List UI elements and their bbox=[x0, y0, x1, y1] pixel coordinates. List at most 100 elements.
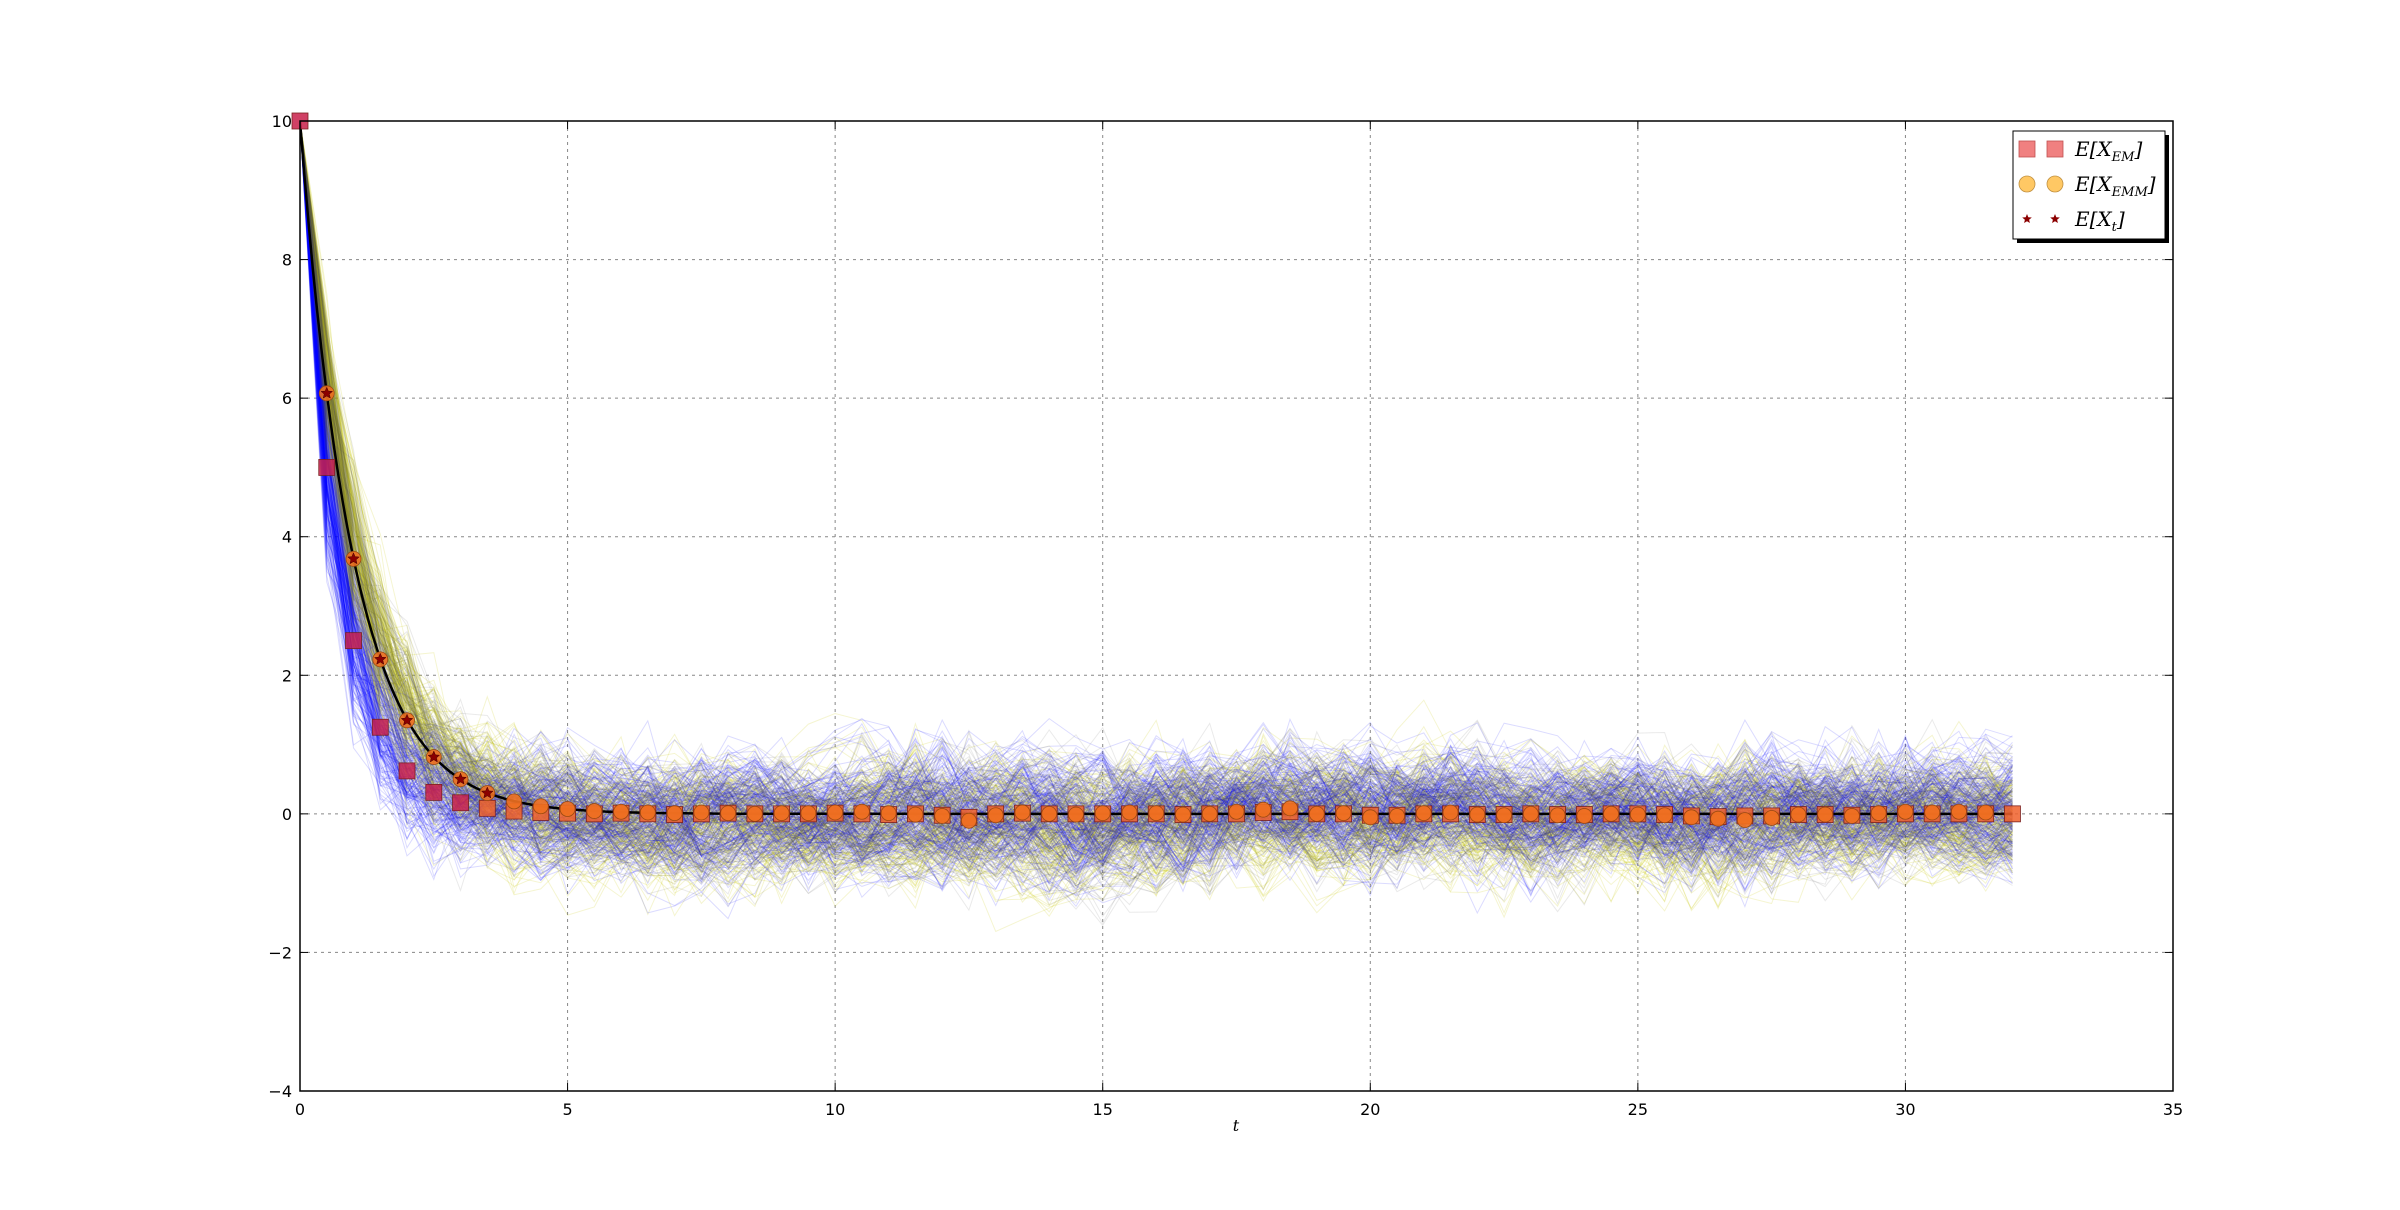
emm-sample-path bbox=[300, 121, 2013, 863]
em-sample-path bbox=[300, 121, 2013, 879]
emm-sample-path bbox=[300, 121, 2013, 875]
em-sample-path bbox=[300, 121, 2013, 907]
em-sample-path bbox=[300, 121, 2013, 887]
em-mean-marker bbox=[478, 799, 496, 817]
x-tick-label: 0 bbox=[295, 1100, 305, 1119]
emm-mean-marker bbox=[907, 806, 924, 823]
emm-sample-path bbox=[300, 121, 2013, 884]
emm-sample-path bbox=[300, 121, 2013, 890]
em-sample-path bbox=[300, 121, 2013, 904]
x-tick-label: 20 bbox=[1360, 1100, 1380, 1119]
emm-mean-marker bbox=[1790, 806, 1807, 823]
em-sample-path bbox=[300, 121, 2013, 877]
emm-sample-path bbox=[300, 121, 2013, 908]
emm-sample-path bbox=[300, 121, 2013, 874]
legend-star-icon bbox=[2050, 214, 2060, 223]
emm-mean-marker bbox=[693, 804, 710, 821]
overlap-sample-path bbox=[300, 121, 2013, 865]
em-sample-path bbox=[300, 121, 2013, 882]
emm-mean-marker bbox=[1308, 805, 1325, 822]
emm-sample-path bbox=[300, 121, 2013, 884]
exact-mean-marker bbox=[427, 750, 441, 763]
em-sample-path bbox=[300, 121, 2013, 872]
em-sample-path bbox=[300, 121, 2013, 870]
emm-sample-path bbox=[300, 121, 2013, 885]
em-sample-path bbox=[300, 121, 2013, 900]
overlap-sample-path bbox=[300, 121, 2013, 913]
emm-mean-marker bbox=[613, 803, 629, 820]
overlap-sample-path bbox=[300, 121, 2013, 875]
em-sample-path bbox=[300, 121, 2013, 885]
em-sample-path bbox=[300, 121, 2013, 886]
emm-sample-path bbox=[300, 121, 2013, 887]
em-sample-path bbox=[300, 121, 2013, 873]
overlap-sample-path bbox=[300, 121, 2013, 834]
emm-sample-path bbox=[300, 121, 2013, 893]
emm-mean-marker bbox=[987, 807, 1004, 824]
overlap-sample-path bbox=[300, 121, 2013, 882]
em-sample-path bbox=[300, 121, 2013, 859]
overlap-sample-path bbox=[300, 121, 2013, 876]
emm-mean-marker bbox=[1282, 800, 1298, 817]
em-sample-path bbox=[300, 121, 2013, 833]
emm-mean-marker bbox=[827, 804, 844, 821]
emm-mean-marker bbox=[1870, 805, 1887, 822]
emm-sample-path bbox=[300, 121, 2013, 916]
overlap-sample-path bbox=[300, 121, 2013, 896]
x-axis-label: t bbox=[1233, 1116, 1240, 1135]
em-sample-path bbox=[300, 121, 2013, 890]
em-sample-path bbox=[300, 121, 2013, 820]
em-sample-path bbox=[300, 121, 2013, 890]
em-sample-path bbox=[300, 121, 2013, 895]
emm-mean-marker bbox=[1442, 804, 1459, 821]
overlap-sample-path bbox=[300, 121, 2013, 858]
emm-mean-marker bbox=[1068, 806, 1084, 823]
em-sample-path bbox=[300, 121, 2013, 883]
em-sample-path bbox=[300, 121, 2013, 863]
em-sample-path bbox=[300, 121, 2013, 885]
y-tick-label: 0 bbox=[282, 805, 292, 824]
overlap-sample-path bbox=[300, 121, 2013, 844]
em-sample-path bbox=[300, 121, 2013, 872]
emm-sample-path bbox=[300, 121, 2013, 914]
emm-mean-marker bbox=[1629, 806, 1646, 823]
overlap-sample-path bbox=[300, 121, 2013, 901]
overlap-sample-path bbox=[300, 121, 2013, 876]
em-sample-path bbox=[300, 121, 2013, 899]
emm-sample-path bbox=[300, 121, 2013, 856]
em-sample-path bbox=[300, 121, 2013, 856]
emm-sample-path bbox=[300, 121, 2013, 885]
emm-sample-path bbox=[300, 121, 2013, 898]
em-mean-marker bbox=[452, 794, 469, 812]
emm-sample-path bbox=[300, 121, 2013, 874]
emm-sample-path bbox=[300, 121, 2013, 870]
emm-sample-path bbox=[300, 121, 2013, 894]
overlap-sample-path bbox=[300, 121, 2013, 885]
emm-sample-path bbox=[300, 121, 2013, 900]
emm-mean-marker bbox=[1924, 804, 1941, 821]
emm-sample-path bbox=[300, 121, 2013, 906]
emm-sample-path bbox=[300, 121, 2013, 876]
em-sample-path bbox=[300, 121, 2013, 856]
emm-sample-path bbox=[300, 121, 2013, 877]
emm-sample-path bbox=[300, 121, 2013, 871]
em-sample-path bbox=[300, 121, 2013, 852]
em-sample-path bbox=[300, 121, 2013, 874]
emm-sample-path bbox=[300, 121, 2013, 916]
emm-sample-path bbox=[300, 121, 2013, 898]
overlap-sample-path bbox=[300, 121, 2013, 882]
em-sample-path bbox=[300, 121, 2013, 892]
em-sample-path bbox=[300, 121, 2013, 889]
emm-sample-path bbox=[300, 121, 2013, 876]
emm-mean-marker bbox=[1522, 805, 1539, 822]
emm-sample-path bbox=[300, 121, 2013, 893]
overlap-sample-path bbox=[300, 121, 2013, 841]
overlap-sample-path bbox=[300, 121, 2013, 861]
overlap-sample-path bbox=[300, 121, 2013, 906]
x-tick-label: 30 bbox=[1895, 1100, 1915, 1119]
em-sample-path bbox=[300, 121, 2013, 861]
emm-mean-marker bbox=[1817, 806, 1834, 823]
emm-sample-path bbox=[300, 121, 2013, 876]
em-sample-path bbox=[300, 121, 2013, 871]
y-tick-label: 6 bbox=[282, 389, 292, 408]
